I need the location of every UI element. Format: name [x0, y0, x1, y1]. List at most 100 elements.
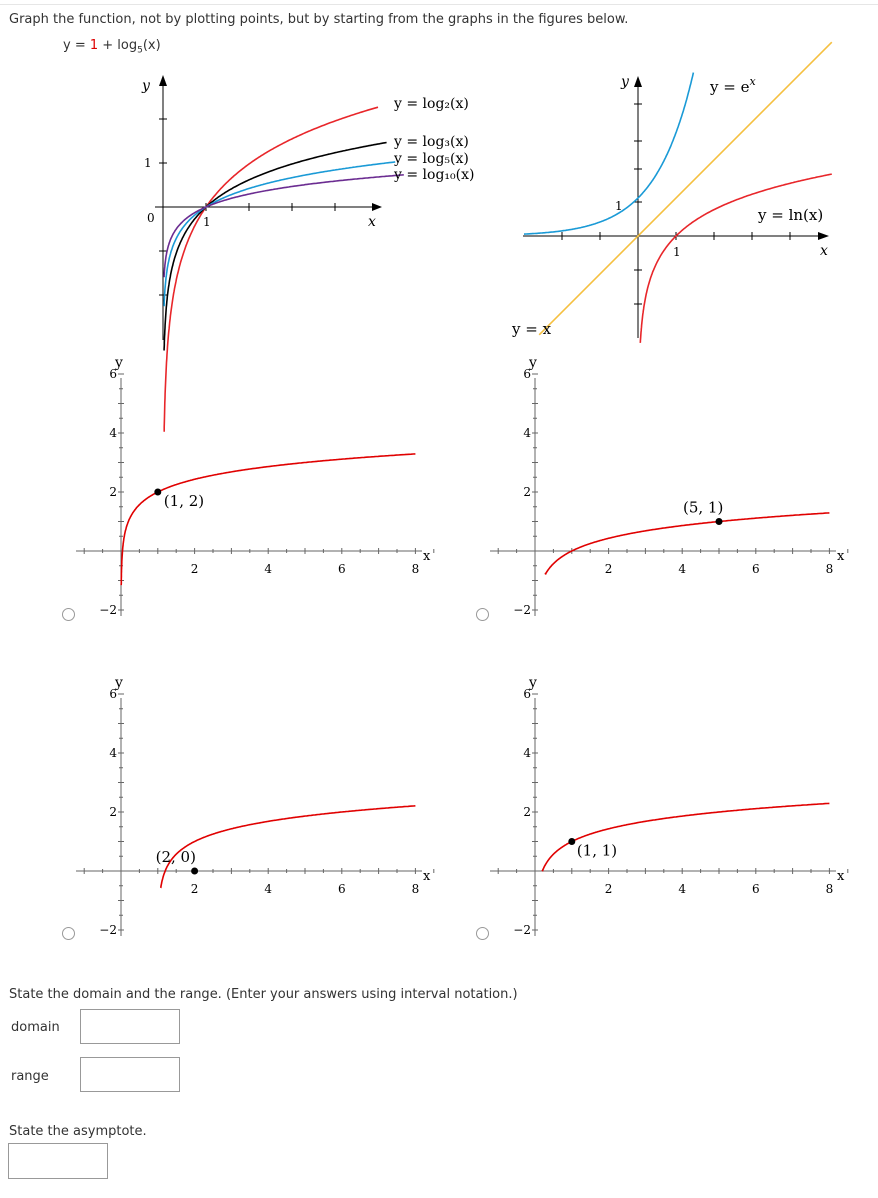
log-curve: [544, 512, 830, 575]
log-family-reference-graph: y x 1 0 1 y = log₂(x) y = log₃(x)y = log₅…: [141, 75, 474, 432]
exp-label-text: y = e: [709, 78, 750, 96]
y-axis-label: y: [528, 675, 537, 691]
x-axis-label: x: [423, 869, 431, 884]
ln-curve-label: y = ln(x): [757, 206, 823, 224]
x-tick-label: 2: [605, 562, 613, 576]
x-tick-label: 4: [678, 882, 686, 896]
y-axis-label: y: [620, 74, 630, 90]
point-label: (1, 1): [577, 842, 617, 860]
y-tick-label: 4: [523, 426, 531, 440]
exp-curve-label: y = ex: [709, 75, 756, 96]
x-axis-label: x: [837, 869, 845, 884]
marked-point: [715, 518, 723, 525]
x-axis-label: x: [837, 549, 845, 564]
log5-curve: [163, 161, 396, 307]
function-base: 5: [137, 45, 143, 56]
exp-label-exponent: x: [749, 75, 756, 88]
exp-curve: [524, 72, 695, 235]
function-expression: y = 1 + log5(x): [63, 38, 161, 56]
function-constant: 1: [89, 38, 99, 53]
log3-curve: [163, 141, 387, 351]
log-curve: [160, 805, 416, 889]
point-label: (1, 2): [164, 492, 204, 510]
x-tick-label: 6: [752, 562, 760, 576]
function-log: + log: [98, 38, 138, 53]
x-tick-label: 6: [338, 882, 346, 896]
x-tick-label: 8: [826, 882, 834, 896]
x-tick-one: 1: [673, 245, 681, 259]
choice-radio-d[interactable]: [476, 927, 489, 940]
x-tick-label: 2: [191, 562, 199, 576]
y-tick-label: 4: [109, 426, 117, 440]
marked-point: [154, 488, 162, 496]
choice-radio-b[interactable]: [476, 608, 489, 621]
choice-graph-c: y x 6 4 2 −2 2 4 6 8 (2, 0): [76, 675, 435, 937]
range-label: range: [11, 1069, 49, 1084]
y-tick-label: 2: [523, 485, 531, 499]
asymptote-prompt: State the asymptote.: [9, 1124, 147, 1139]
point-label: (2, 0): [156, 848, 196, 866]
log2-curve: [163, 106, 379, 432]
y-tick-label: −2: [513, 603, 531, 617]
function-argument: (x): [142, 38, 161, 53]
x-axis-label: x: [423, 549, 431, 564]
x-tick-label: 4: [264, 882, 272, 896]
point-label: (5, 1): [683, 499, 723, 517]
y-axis-arrow: [634, 76, 642, 87]
y-axis-label: y: [114, 355, 123, 371]
y-tick-one: 1: [144, 156, 152, 170]
marked-point: [191, 867, 199, 875]
x-tick-label: 8: [412, 882, 420, 896]
y-axis-arrow: [159, 75, 167, 86]
y-tick-label: −2: [99, 923, 117, 937]
ln-curve: [639, 173, 832, 343]
x-axis-arrow: [372, 203, 382, 211]
domain-input[interactable]: [80, 1009, 180, 1044]
log-curve: [120, 453, 416, 586]
y-tick-label: 6: [109, 687, 117, 701]
y-tick-label: 2: [109, 485, 117, 499]
y-tick-label: 4: [109, 746, 117, 760]
log-label-2: y = log₅(x): [393, 151, 469, 167]
function-prefix: y =: [63, 38, 90, 53]
y-tick-label: 6: [109, 367, 117, 381]
y-axis-label: y: [528, 355, 537, 371]
y-tick-label: 4: [523, 746, 531, 760]
identity-line-label: y = x: [511, 320, 552, 338]
y-tick-label: −2: [513, 923, 531, 937]
x-tick-label: 2: [605, 882, 613, 896]
range-input[interactable]: [80, 1057, 180, 1092]
log-curve: [541, 802, 830, 872]
log-label-1: y = log₃(x): [393, 134, 469, 150]
exp-ln-reference-graph: y x 1 1 y = ex y = ln(x) y = x: [511, 41, 833, 343]
y-tick-one: 1: [615, 199, 623, 213]
marked-point: [568, 838, 576, 845]
x-axis-label: x: [368, 214, 376, 230]
x-tick-one: 1: [203, 215, 211, 229]
y-tick-label: 2: [523, 805, 531, 819]
y-tick-label: 6: [523, 687, 531, 701]
y-axis-label: y: [114, 675, 123, 691]
log-label-3: y = log₁₀(x): [393, 167, 474, 183]
x-tick-label: 4: [678, 562, 686, 576]
log-label-0: y = log₂(x): [393, 96, 469, 112]
domain-label: domain: [11, 1020, 60, 1035]
y-tick-label: 2: [109, 805, 117, 819]
choice-radio-a[interactable]: [62, 608, 75, 621]
x-axis-arrow: [818, 232, 829, 240]
choice-graph-d: y x 6 4 2 −2 2 4 6 8 (1, 1): [490, 675, 849, 937]
x-tick-label: 4: [264, 562, 272, 576]
origin-label: 0: [147, 211, 155, 225]
x-tick-label: 2: [191, 882, 199, 896]
asymptote-input[interactable]: [8, 1143, 108, 1179]
x-tick-label: 6: [752, 882, 760, 896]
choice-graph-a: y x 6 4 2 −2 2 4 6 8 (1, 2): [76, 355, 435, 617]
log10-curve: [163, 174, 404, 278]
y-axis-label: y: [141, 78, 151, 94]
x-tick-label: 8: [826, 562, 834, 576]
x-tick-label: 6: [338, 562, 346, 576]
choice-radio-c[interactable]: [62, 927, 75, 940]
question-prompt: Graph the function, not by plotting poin…: [9, 12, 629, 27]
x-tick-label: 8: [412, 562, 420, 576]
y-tick-label: 6: [523, 367, 531, 381]
